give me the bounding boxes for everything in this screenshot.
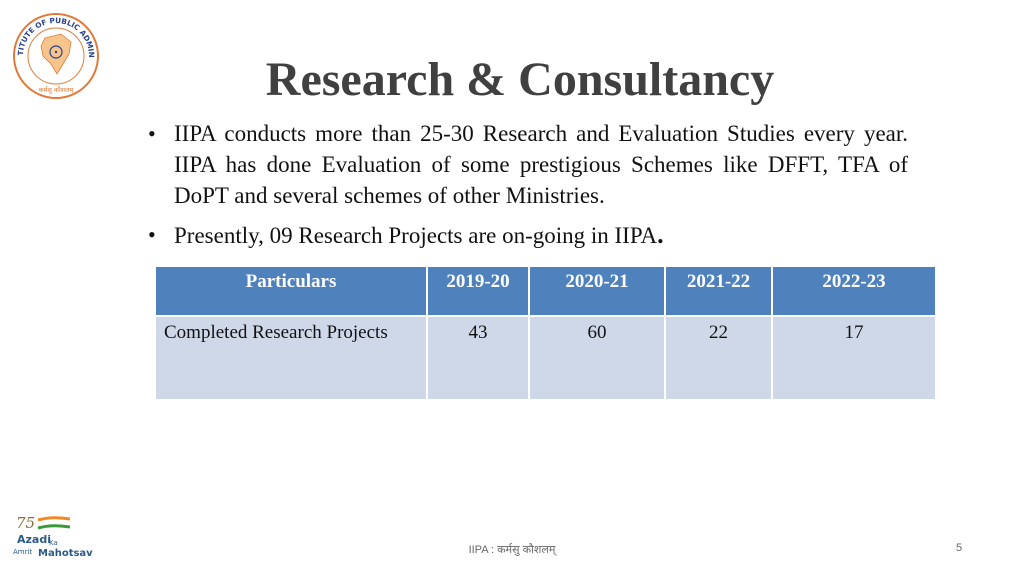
logo-mahotsav: Mahotsav (38, 548, 93, 558)
page-number: 5 (956, 542, 963, 554)
logo-amrit: Amrit (13, 548, 32, 556)
header-particulars: Particulars (156, 267, 428, 317)
bullet-suffix: . (657, 220, 664, 249)
table-row: Completed Research Projects 43 60 22 17 (156, 316, 937, 399)
header-2022-23: 2022-23 (772, 267, 937, 317)
logo-ka: Ka (49, 539, 58, 547)
bullet-icon: • (148, 222, 156, 247)
cell-value: 22 (665, 316, 773, 399)
cell-value: 17 (772, 316, 937, 399)
research-table: Particulars 2019-20 2020-21 2021-22 2022… (156, 267, 937, 399)
bullet-text: Presently, 09 Research Projects are on-g… (174, 223, 658, 248)
logo-motto: कर्मसु कौशलम् (39, 86, 75, 94)
bullet-item: • IIPA conducts more than 25-30 Research… (146, 118, 908, 211)
bullet-list: • IIPA conducts more than 25-30 Research… (146, 118, 908, 259)
logo-azadi: Azadi (17, 533, 51, 546)
cell-value: 60 (529, 316, 666, 399)
bullet-item: • Presently, 09 Research Projects are on… (146, 219, 908, 251)
cell-particular: Completed Research Projects (156, 316, 428, 399)
bullet-text: IIPA conducts more than 25-30 Research a… (174, 121, 908, 208)
bullet-icon: • (148, 121, 156, 146)
cell-value: 43 (427, 316, 530, 399)
header-2021-22: 2021-22 (665, 267, 773, 317)
header-2019-20: 2019-20 (427, 267, 530, 317)
logo-75: 75 (16, 514, 35, 532)
azadi-ka-amrit-mahotsav-logo: 75 Azadi Ka Amrit Mahotsav (13, 514, 93, 558)
header-2020-21: 2020-21 (529, 267, 666, 317)
iipa-logo: INDIAN INSTITUTE OF PUBLIC ADMINISTRATIO… (11, 12, 99, 99)
footer-text: IIPA : कर्मसु कौशलम् (468, 544, 556, 556)
table-header-row: Particulars 2019-20 2020-21 2021-22 2022… (156, 267, 937, 317)
slide-title: Research & Consultancy (265, 53, 775, 106)
